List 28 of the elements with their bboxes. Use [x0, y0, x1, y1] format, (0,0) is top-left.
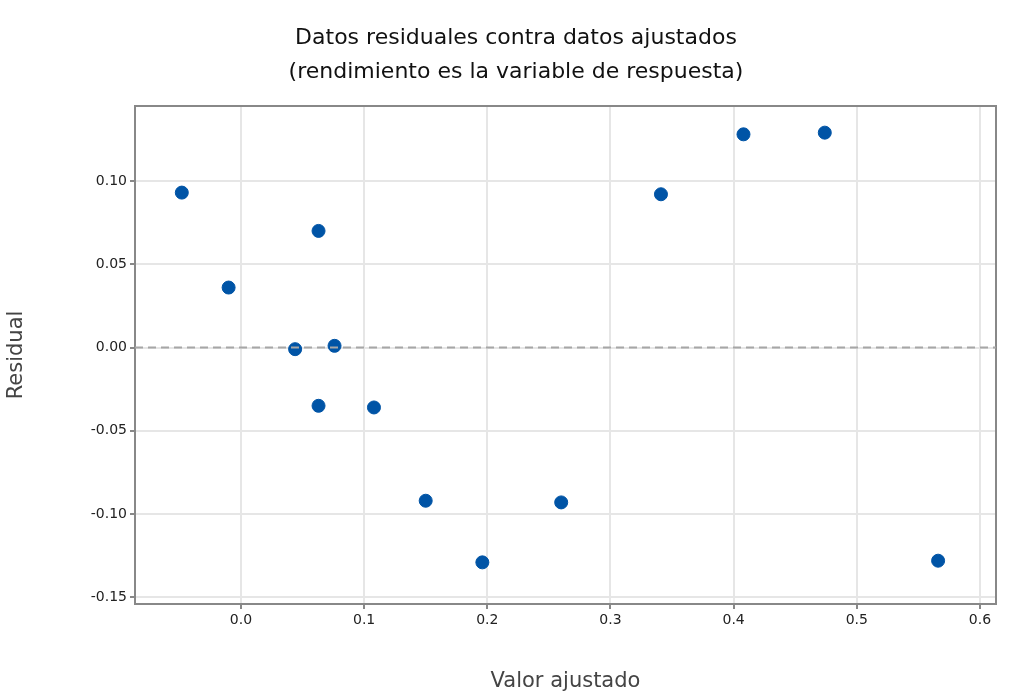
point — [174, 185, 189, 200]
chart-title: Datos residuales contra datos ajustados (rendimiento es la variable de respuesta) — [287, 23, 745, 85]
point — [366, 400, 381, 415]
y-tick-label: -0.15 — [90, 587, 127, 604]
x-tick-label: 0.4 — [722, 611, 745, 628]
point — [653, 187, 668, 202]
x-axis-title: Valor ajustado — [490, 667, 641, 692]
y-tick-label: 0.05 — [95, 254, 127, 271]
y-tick-label: 0.10 — [95, 171, 127, 188]
point — [311, 398, 326, 413]
x-tick-label: 0.0 — [229, 611, 253, 628]
x-tick-label: 0.3 — [599, 611, 622, 628]
x-tick-label: 0.1 — [352, 611, 376, 628]
point — [817, 125, 832, 140]
point — [931, 553, 946, 568]
point — [475, 555, 490, 570]
x-tick-label: 0.5 — [845, 611, 868, 628]
point — [221, 280, 236, 295]
y-tick-label: 0.00 — [95, 338, 127, 355]
point — [311, 223, 326, 238]
y-tick-label: -0.05 — [90, 421, 127, 438]
point — [736, 127, 751, 142]
y-axis-title: Residual — [3, 310, 28, 400]
point — [418, 493, 433, 508]
y-tick-label: -0.10 — [90, 504, 127, 521]
x-tick-label: 0.6 — [968, 611, 992, 628]
point — [554, 495, 569, 510]
x-tick-label: 0.2 — [476, 611, 499, 628]
